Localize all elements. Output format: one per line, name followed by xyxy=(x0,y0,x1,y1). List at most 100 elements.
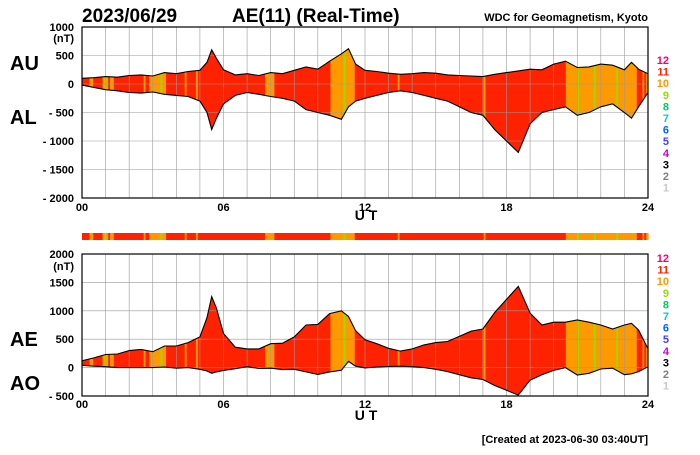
strip-segment xyxy=(408,233,412,240)
ae_ao-x-tick-label: 06 xyxy=(217,399,229,411)
strip-segment xyxy=(345,233,348,240)
strip-segment xyxy=(379,233,382,240)
strip-segment xyxy=(360,233,363,240)
au_al-band xyxy=(629,48,632,153)
strip-segment xyxy=(285,233,289,240)
au_al-band xyxy=(478,48,481,153)
strip-segment xyxy=(410,233,414,240)
ae_ao-band xyxy=(558,286,561,396)
strip-segment xyxy=(235,233,238,240)
ae_ao-band xyxy=(332,286,335,396)
ae_ao-band xyxy=(173,286,176,396)
ae_ao-band xyxy=(83,286,87,396)
legend-level-12: 12 xyxy=(657,55,669,67)
strip-segment xyxy=(509,233,513,240)
strip-segment xyxy=(619,233,623,240)
ae_ao-band xyxy=(582,286,586,396)
au_al-band xyxy=(554,48,558,153)
ae_ao-band xyxy=(384,286,388,396)
strip-segment xyxy=(565,233,569,240)
ae_ao-band xyxy=(251,286,255,396)
au_al-band xyxy=(337,48,341,153)
ae_ao-band xyxy=(408,286,412,396)
au_al-band xyxy=(489,48,492,153)
strip-segment xyxy=(606,233,610,240)
strip-segment xyxy=(380,233,384,240)
ae_ao-band xyxy=(379,286,382,396)
strip-segment xyxy=(502,233,505,240)
au_al-band xyxy=(547,48,550,153)
ae_ao-band xyxy=(85,286,89,396)
au_al-y-tick-label: - 1000 xyxy=(43,136,74,148)
ae_ao-band xyxy=(563,286,567,396)
strip-segment xyxy=(242,233,246,240)
ae_ao-band xyxy=(253,286,257,396)
strip-segment xyxy=(584,233,587,240)
au_al-band xyxy=(313,48,317,153)
strip-segment xyxy=(83,233,87,240)
ae_ao-band xyxy=(229,286,233,396)
au_al-band xyxy=(199,48,203,153)
ae-side-label: AE xyxy=(10,329,38,351)
strip-segment xyxy=(573,233,576,240)
au_al-band xyxy=(528,48,531,153)
ae_ao-band xyxy=(141,286,145,396)
strip-segment xyxy=(500,233,503,240)
strip-segment xyxy=(560,233,563,240)
ae_ao-band xyxy=(255,286,259,396)
ae_ao-band xyxy=(627,286,630,396)
strip-segment xyxy=(343,233,346,240)
au_al-band xyxy=(623,48,627,153)
strip-segment xyxy=(384,233,388,240)
ae_ao-band xyxy=(509,286,513,396)
strip-segment xyxy=(586,233,589,240)
legend-level-10: 10 xyxy=(657,78,669,90)
ae_ao-band xyxy=(451,286,455,396)
ae_ao-band xyxy=(464,286,468,396)
strip-segment xyxy=(461,233,464,240)
legend-level-7: 7 xyxy=(663,311,669,323)
ae_ao-band xyxy=(367,286,371,396)
ae_ao-band xyxy=(171,286,175,396)
strip-segment xyxy=(128,233,132,240)
strip-segment xyxy=(229,233,233,240)
strip-segment xyxy=(524,233,528,240)
au_al-band xyxy=(459,48,462,153)
au_al-band xyxy=(498,48,502,153)
strip-segment xyxy=(139,233,143,240)
ae_ao-band xyxy=(511,286,515,396)
au_al-band xyxy=(209,48,212,153)
ae_ao-band xyxy=(586,286,589,396)
ae_ao-band xyxy=(569,286,573,396)
ae_ao-band xyxy=(334,286,337,396)
au_al-band xyxy=(524,48,528,153)
ae_ao-band xyxy=(541,286,544,396)
strip-segment xyxy=(603,233,606,240)
strip-segment xyxy=(298,233,302,240)
strip-segment xyxy=(265,233,268,240)
strip-segment xyxy=(644,233,647,240)
strip-segment xyxy=(577,233,580,240)
strip-segment xyxy=(281,233,285,240)
strip-segment xyxy=(453,233,457,240)
ae_ao-band xyxy=(479,286,483,396)
ae_ao-band xyxy=(621,286,625,396)
au_al-band xyxy=(304,48,307,153)
ae_ao-band xyxy=(143,286,147,396)
strip-segment xyxy=(259,233,262,240)
au_al-band xyxy=(614,48,617,153)
ae_ao-band xyxy=(181,286,184,396)
strip-segment xyxy=(171,233,175,240)
au_al-band xyxy=(545,48,548,153)
ae_ao-band xyxy=(590,286,593,396)
legend-level-5: 5 xyxy=(663,136,669,148)
ae_ao-band xyxy=(194,286,197,396)
au_al-band xyxy=(513,48,516,153)
au_al-frame xyxy=(81,26,649,199)
strip-segment xyxy=(309,233,313,240)
ae_ao-band xyxy=(433,286,436,396)
strip-segment xyxy=(601,233,604,240)
strip-segment xyxy=(95,233,98,240)
